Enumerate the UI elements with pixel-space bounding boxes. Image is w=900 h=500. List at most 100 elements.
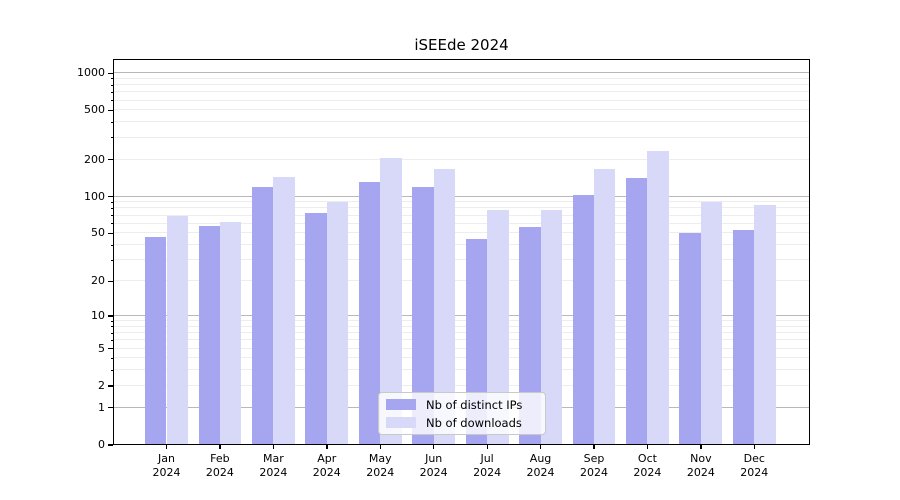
- x-tick-month: Mar: [262, 452, 284, 465]
- x-tick-mark: [326, 445, 328, 449]
- x-tick-month: Apr: [317, 452, 337, 465]
- bar-nb-of-downloads-feb: [219, 221, 242, 445]
- y-minor-tick-mark: [110, 385, 113, 387]
- y-minor-tick-mark: [110, 109, 113, 111]
- bar-nb-of-downloads-jan: [166, 215, 188, 445]
- minor-gridline: [113, 325, 810, 327]
- minor-gridline: [113, 347, 810, 349]
- y-tick-label: 20: [91, 274, 105, 288]
- minor-gridline: [113, 259, 810, 261]
- minor-gridline: [113, 99, 810, 101]
- minor-gridline: [113, 222, 810, 224]
- x-tick-year: 2024: [740, 466, 769, 479]
- y-minor-tick-mark: [110, 91, 113, 93]
- minor-gridline: [113, 207, 810, 209]
- bar-nb-of-downloads-jun: [433, 168, 456, 445]
- y-tick-mark: [108, 407, 113, 409]
- x-tick-mark: [433, 445, 435, 449]
- y-tick-label: 500: [84, 103, 105, 117]
- bar-nb-of-distinct-ips-jan: [145, 236, 167, 445]
- x-tick-label: Jun 2024: [402, 452, 466, 480]
- minor-gridline: [113, 121, 810, 123]
- bar-nb-of-distinct-ips-mar: [251, 186, 274, 445]
- x-tick-mark: [379, 445, 381, 449]
- y-tick-mark: [108, 72, 113, 74]
- bar-nb-of-distinct-ips-apr: [305, 212, 327, 445]
- x-tick-year: 2024: [419, 466, 448, 479]
- y-tick-label: 1000: [77, 66, 105, 80]
- x-tick-mark: [753, 445, 755, 449]
- minor-gridline: [113, 77, 810, 79]
- x-tick-label: May 2024: [348, 452, 412, 480]
- bar-nb-of-downloads-aug: [540, 210, 562, 445]
- bar-nb-of-distinct-ips-aug: [519, 227, 541, 445]
- x-tick-month: Nov: [690, 452, 712, 465]
- x-tick-month: Dec: [743, 452, 765, 465]
- x-tick-year: 2024: [366, 466, 395, 479]
- y-minor-tick-mark: [110, 280, 113, 282]
- y-minor-tick-mark: [110, 339, 113, 341]
- y-minor-tick-mark: [110, 84, 113, 86]
- y-tick-label: 50: [91, 226, 105, 240]
- bar-nb-of-downloads-oct: [647, 150, 669, 445]
- bar-nb-of-downloads-sep: [593, 168, 616, 445]
- y-tick-label: 5: [98, 341, 105, 355]
- x-tick-label: Jul 2024: [455, 452, 519, 480]
- x-tick-year: 2024: [205, 466, 234, 479]
- x-tick-month: Feb: [210, 452, 230, 465]
- x-tick-mark: [219, 445, 221, 449]
- chart-title: iSEEde 2024: [414, 36, 509, 54]
- x-tick-label: Dec 2024: [722, 452, 786, 480]
- legend-label: Nb of distinct IPs: [426, 397, 523, 412]
- x-tick-label: Feb 2024: [188, 452, 252, 480]
- x-tick-label: Aug 2024: [509, 452, 573, 480]
- bar-nb-of-downloads-may: [380, 157, 402, 445]
- legend-label: Nb of downloads: [426, 415, 522, 430]
- y-tick-mark: [108, 315, 113, 317]
- major-gridline: [113, 72, 810, 74]
- y-minor-tick-mark: [110, 244, 113, 246]
- y-tick-label: 10: [91, 308, 105, 322]
- minor-gridline: [113, 369, 810, 371]
- y-minor-tick-mark: [110, 357, 113, 359]
- x-tick-label: Oct 2024: [615, 452, 679, 480]
- x-tick-month: Oct: [637, 452, 657, 465]
- y-minor-tick-mark: [110, 232, 113, 234]
- x-tick-label: Jan 2024: [135, 452, 199, 480]
- y-tick-label: 0: [98, 438, 105, 451]
- y-minor-tick-mark: [110, 320, 113, 322]
- y-minor-tick-mark: [110, 137, 113, 139]
- x-tick-year: 2024: [686, 466, 715, 479]
- bar-nb-of-downloads-nov: [700, 202, 723, 445]
- bar-nb-of-distinct-ips-sep: [572, 195, 594, 445]
- y-tick-label: 100: [84, 189, 105, 203]
- minor-gridline: [113, 84, 810, 86]
- x-tick-year: 2024: [633, 466, 662, 479]
- minor-gridline: [113, 136, 810, 138]
- minor-gridline: [113, 339, 810, 341]
- x-tick-label: Nov 2024: [669, 452, 733, 480]
- minor-gridline: [113, 320, 810, 322]
- x-tick-mark: [165, 445, 168, 449]
- plot-area: [113, 59, 810, 445]
- y-minor-tick-mark: [110, 100, 113, 102]
- x-tick-month: May: [368, 452, 392, 465]
- bar-nb-of-downloads-apr: [326, 202, 349, 445]
- legend-item: Nb of distinct IPs: [386, 398, 537, 412]
- x-tick-year: 2024: [473, 466, 502, 479]
- minor-gridline: [113, 109, 810, 111]
- y-tick-mark: [108, 195, 113, 198]
- bar-nb-of-downloads-mar: [273, 177, 295, 445]
- y-tick-label: 2: [98, 378, 105, 392]
- y-tick-mark: [108, 444, 113, 446]
- x-tick-year: 2024: [526, 466, 555, 479]
- y-minor-tick-mark: [110, 78, 113, 80]
- y-minor-tick-mark: [110, 223, 113, 225]
- x-tick-month: Jun: [425, 452, 443, 465]
- legend-item: Nb of downloads: [386, 416, 537, 430]
- y-tick-label: 1: [98, 400, 105, 414]
- x-tick-mark: [272, 445, 275, 449]
- minor-gridline: [113, 201, 810, 203]
- minor-gridline: [113, 232, 810, 234]
